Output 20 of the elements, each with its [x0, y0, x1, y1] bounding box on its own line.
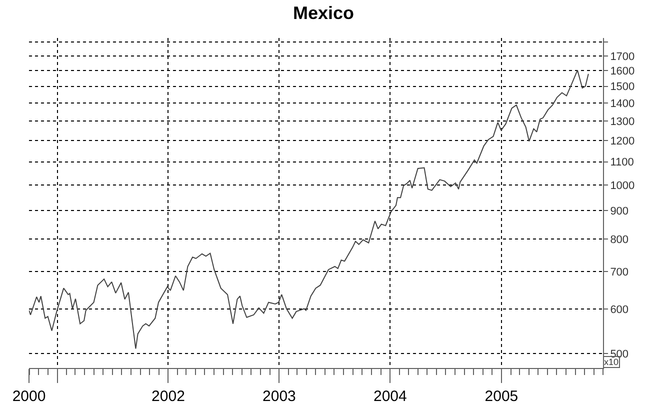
y-tick-label: 900	[610, 205, 629, 218]
x-tick-label: 2003	[262, 388, 296, 405]
x-tick-label: 2004	[373, 388, 407, 405]
x-tick-label: 2002	[152, 388, 185, 405]
y-tick-label: 1500	[610, 81, 635, 94]
y-tick-label: 1700	[610, 50, 635, 63]
y-tick-label: 800	[610, 234, 629, 246]
y-tick-label: 1000	[610, 180, 635, 192]
y-tick-label: 1600	[610, 66, 635, 78]
y-tick-label: 700	[610, 266, 629, 279]
x-tick-label: 2005	[484, 388, 518, 405]
y-tick-label: 1300	[610, 116, 635, 128]
y-tick-label: 1100	[610, 156, 634, 169]
x-tick-label: 2000	[12, 388, 46, 405]
y-tick-label: 600	[610, 304, 629, 316]
y-tick-label: 1400	[610, 98, 635, 110]
y-tick-label: 1200	[610, 135, 635, 148]
chart-title: Mexico	[292, 2, 354, 23]
text: x10	[604, 357, 619, 367]
line-series	[29, 70, 589, 350]
